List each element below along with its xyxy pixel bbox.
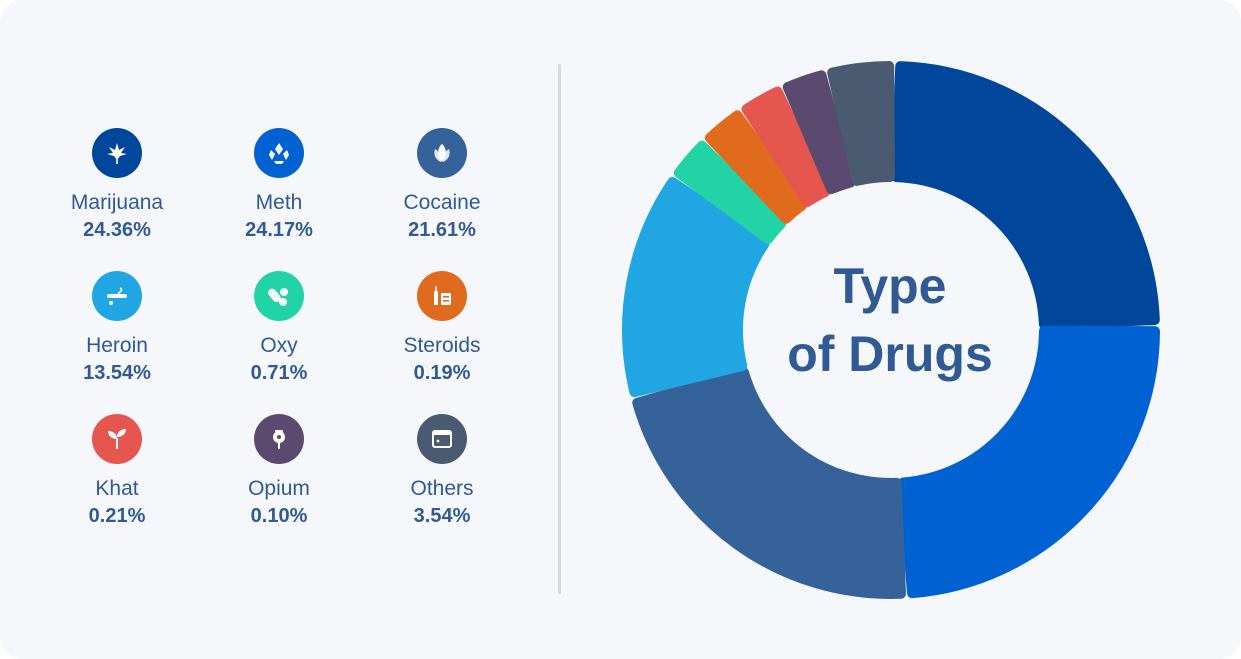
legend-value: 13.54%: [83, 362, 151, 384]
pills-icon: [254, 271, 304, 321]
legend-item-opium: Opium 0.10%: [194, 414, 364, 530]
legend-value: 0.71%: [250, 362, 308, 384]
box-icon: [417, 414, 467, 464]
legend-label: Marijuana: [70, 191, 164, 214]
legend-value: 0.10%: [250, 505, 308, 527]
slice-cocaine: [632, 367, 906, 599]
legend-label: Others: [410, 477, 474, 500]
legend-value: 24.36%: [83, 219, 151, 241]
legend-value: 0.21%: [88, 505, 146, 527]
legend-label: Steroids: [403, 334, 481, 357]
legend-value: 0.19%: [413, 362, 471, 384]
poppy-icon: [254, 414, 304, 464]
legend-label: Opium: [248, 477, 310, 500]
slice-steroids: [704, 110, 807, 224]
chart-title-line-2: of Drugs: [787, 326, 993, 382]
legend-item-marijuana: Marijuana 24.36%: [32, 128, 202, 244]
slice-marijuana: [891, 61, 1160, 330]
crystal-icon: [254, 128, 304, 178]
legend-label: Oxy: [260, 334, 298, 357]
smoking-pipe-icon: [92, 271, 142, 321]
slice-khat: [741, 86, 831, 207]
donut-chart: [622, 61, 1160, 599]
legend-item-khat: Khat 0.21%: [32, 414, 202, 530]
chart-title-line-1: Type: [833, 258, 947, 314]
legend-label: Meth: [255, 191, 303, 214]
legend-label: Heroin: [86, 334, 148, 357]
legend-value: 21.61%: [408, 219, 476, 241]
divider: [558, 64, 561, 594]
legend-item-steroids: Steroids 0.19%: [357, 271, 527, 387]
legend-item-oxy: Oxy 0.71%: [194, 271, 364, 387]
sprout-icon: [92, 414, 142, 464]
slice-meth: [898, 325, 1160, 599]
syringe-icon: [417, 271, 467, 321]
legend-label: Khat: [95, 477, 139, 500]
legend: Marijuana 24.36% Meth 24.17% Cocaine 21.61% He…: [0, 0, 558, 659]
legend-label: Cocaine: [403, 191, 481, 214]
chart-title: Type of Drugs: [735, 252, 1045, 388]
legend-item-heroin: Heroin 13.54%: [32, 271, 202, 387]
slice-others: [827, 61, 895, 186]
legend-item-others: Others 3.54%: [357, 414, 527, 530]
coca-leaf-icon: [417, 128, 467, 178]
slice-opium: [782, 70, 856, 195]
cannabis-leaf-icon: [92, 128, 142, 178]
legend-value: 3.54%: [413, 505, 471, 527]
legend-item-cocaine: Cocaine 21.61%: [357, 128, 527, 244]
legend-value: 24.17%: [245, 219, 313, 241]
slice-oxy: [673, 140, 787, 244]
legend-item-meth: Meth 24.17%: [194, 128, 364, 244]
slice-heroin: [622, 176, 770, 398]
